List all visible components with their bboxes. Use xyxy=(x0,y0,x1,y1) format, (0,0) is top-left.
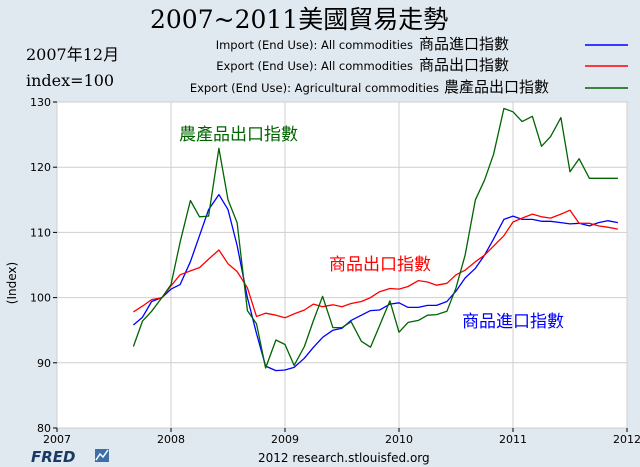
legend-zh-label-1: 商品出口指數 xyxy=(419,56,509,74)
subtitle-line-1: 2007年12月 xyxy=(26,45,119,64)
series-lines xyxy=(132,107,619,372)
fred-logo: FRED xyxy=(31,448,76,466)
legend-label-1: Export (End Use): All commodities xyxy=(216,59,413,73)
annotation-imports: 商品進口指數 xyxy=(462,312,564,332)
y-tick-label: 130 xyxy=(30,96,51,109)
y-axis-label: (Index) xyxy=(5,262,19,304)
legend-label-2: Export (End Use): Agricultural commoditi… xyxy=(190,81,439,95)
fred-logo-chart-icon xyxy=(95,449,109,462)
series-line-2 xyxy=(132,107,618,369)
y-tick-label: 110 xyxy=(30,226,51,239)
x-tick-label: 2008 xyxy=(157,433,185,446)
chart-title: 2007~2011美國貿易走勢 xyxy=(150,5,448,34)
x-tick-label: 2009 xyxy=(271,433,299,446)
annotation-exports: 商品出口指數 xyxy=(329,255,431,275)
x-tick-label: 2011 xyxy=(499,433,527,446)
axis-ticks: 80 90 100 110 120 130 2007 2008 2009 2010 2011 2012 xyxy=(30,96,640,446)
legend: Import (End Use): All commodities 商品進口指數… xyxy=(190,35,628,96)
legend-label-0: Import (End Use): All commodities xyxy=(216,38,413,52)
x-tick-label: 2010 xyxy=(385,433,413,446)
grid xyxy=(56,101,628,429)
x-tick-label: 2007 xyxy=(43,433,71,446)
legend-zh-label-0: 商品進口指數 xyxy=(419,35,509,53)
annotation-agricultural-exports: 農產品出口指數 xyxy=(179,125,298,145)
series-line-0 xyxy=(132,193,619,372)
plot-area xyxy=(56,101,628,429)
series-line-1 xyxy=(133,209,619,319)
legend-zh-label-2: 農產品出口指數 xyxy=(444,78,549,96)
y-tick-label: 120 xyxy=(30,161,51,174)
y-tick-label: 80 xyxy=(37,422,51,435)
y-tick-label: 90 xyxy=(37,357,51,370)
y-tick-label: 100 xyxy=(30,292,51,305)
subtitle-line-2: index=100 xyxy=(26,71,114,90)
footer-credit: 2012 research.stlouisfed.org xyxy=(258,451,430,465)
x-tick-label: 2012 xyxy=(613,433,640,446)
